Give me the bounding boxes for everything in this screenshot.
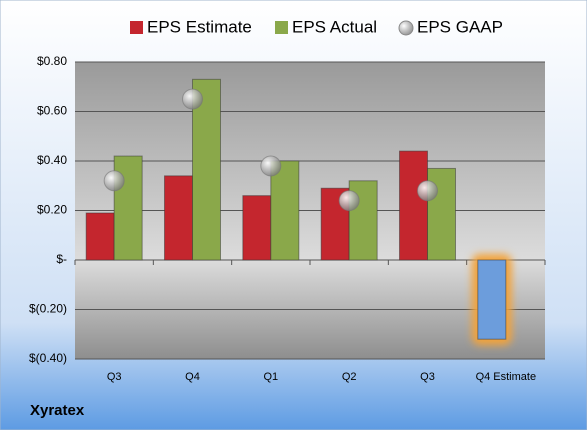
y-tick-label: $(0.20) [29,302,67,316]
legend-marker [398,20,414,36]
x-tick-label: Q1 [263,371,278,383]
y-tick-label: $0.60 [37,104,67,118]
gaap-point [338,190,360,212]
legend-marker [130,21,143,34]
y-tick-label: $0.40 [37,153,67,167]
legend-label: EPS Actual [292,17,377,36]
y-tick-label: $- [56,252,67,266]
legend-marker [275,21,288,34]
x-tick-label: Q4 [185,371,200,383]
y-tick-label: $(0.40) [29,351,67,365]
bar [399,150,428,261]
bar [427,167,456,261]
bar [242,195,272,261]
gaap-point [417,180,438,202]
bar [477,259,507,340]
bar [192,78,221,261]
gaap-point [260,155,282,177]
bar [164,175,193,261]
y-tick-label: $0.80 [37,54,67,68]
x-tick-label: Q3 [420,371,435,383]
bar [85,212,115,261]
bar [270,160,300,261]
gaap-point [182,88,203,110]
gaap-point [103,170,125,192]
legend-label: EPS Estimate [147,17,252,36]
legend-label: EPS GAAP [417,17,503,36]
x-tick-label: Q4 Estimate [476,371,537,383]
chart-title: Xyratex [30,402,85,419]
y-tick-label: $0.20 [37,203,67,217]
x-tick-label: Q3 [107,371,122,383]
x-tick-label: Q2 [342,371,357,383]
